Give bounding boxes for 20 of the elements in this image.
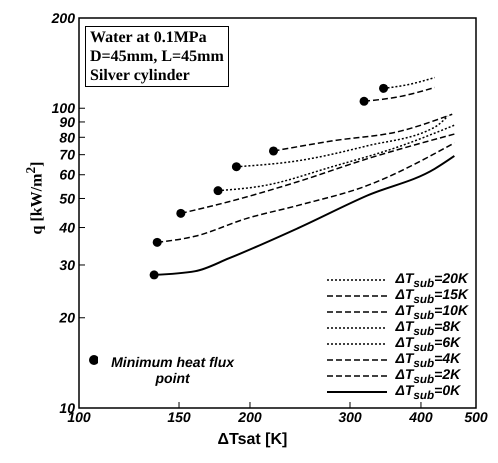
y-tick-label: 40 [58, 219, 76, 236]
x-axis-title: ΔTsat [K] [218, 431, 288, 449]
annotation: Water at 0.1MPa [90, 28, 208, 47]
y-tick-label: 80 [59, 129, 76, 146]
y-tick-label: 20 [58, 310, 76, 326]
x-tick-label: 400 [408, 408, 433, 425]
x-tick-label: 300 [338, 408, 362, 425]
y-tick-label: 60 [59, 166, 76, 183]
y-tick-label: 50 [59, 190, 76, 206]
annotation: D=45mm, L=45mm [90, 47, 224, 66]
x-tick-label: 500 [464, 408, 488, 425]
y-tick-label: 100 [52, 100, 76, 116]
annotation: Silver cylinder [90, 66, 191, 85]
x-tick-label: 200 [237, 408, 262, 425]
legend-label: Minimum heat flux point [110, 354, 236, 386]
y-tick-label: 30 [59, 256, 76, 273]
y-tick-label: 200 [50, 10, 76, 26]
y-tick-label: 90 [59, 114, 76, 130]
y-tick-label: 70 [59, 146, 76, 163]
x-tick-label: 150 [167, 408, 191, 425]
